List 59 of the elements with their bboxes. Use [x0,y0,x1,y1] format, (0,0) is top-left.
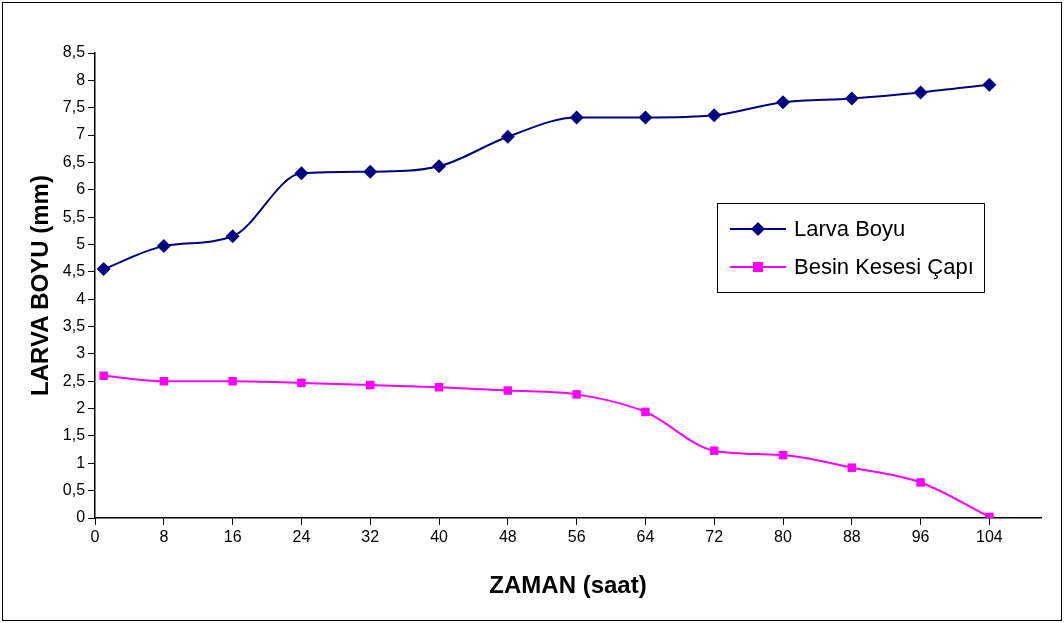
y-tick-label: 1 [76,453,86,471]
point [709,446,719,455]
x-tick-label: 8 [159,528,169,546]
y-tick-label: 7 [76,125,86,143]
point [569,110,584,125]
point [294,166,309,181]
y-tick-label: 0,5 [62,481,86,499]
point [297,378,306,388]
x-tick-label: 56 [567,528,586,546]
point [913,85,928,100]
y-tick-label: 0 [76,508,86,526]
y-tick-label: 5,5 [62,207,86,225]
x-tick-label: 96 [911,528,930,546]
x-tick-label: 24 [292,528,311,546]
legend-label: Larva Boyu [794,216,906,242]
y-tick-label: 4,5 [62,262,86,280]
y-tick-label: 5 [76,234,86,252]
y-axis-title: LARVA BOYU (mm) [26,175,54,396]
y-tick-label: 3,5 [62,316,86,334]
point [847,463,857,472]
y-tick-label: 4 [76,289,86,307]
x-tick-label: 48 [498,528,517,546]
point [638,110,653,125]
y-tick-label: 2,5 [62,371,86,389]
x-tick-label: 88 [842,528,861,546]
x-tick-label: 72 [705,528,724,546]
point [844,91,859,106]
y-tick-label: 6,5 [62,152,86,170]
point [225,229,240,244]
point [156,239,171,254]
x-tick-label: 16 [223,528,242,546]
point [503,386,513,395]
point [776,95,791,110]
point [228,376,237,386]
point [99,371,108,381]
point [982,77,997,92]
x-axis-title: ZAMAN (saat) [489,571,647,599]
x-tick-label: 80 [774,528,793,546]
y-tick-label: 8,5 [62,43,86,61]
point [500,129,515,144]
y-tick-label: 2 [76,398,86,416]
point [641,407,650,417]
point [916,478,925,487]
y-tick-label: 1,5 [62,426,86,444]
x-tick-label: 104 [976,528,1003,546]
point [432,159,447,174]
x-tick-label: 40 [430,528,449,546]
legend-label: Besin Kesesi Çapı [794,254,974,280]
y-tick-label: 7,5 [62,98,86,116]
x-tick-label: 32 [361,528,380,546]
y-tick-label: 3 [76,344,86,362]
point [96,262,111,277]
x-tick-label: 0 [90,528,100,546]
y-tick-label: 6 [76,180,86,198]
y-tick-label: 8 [76,70,86,88]
x-tick-label: 64 [636,528,655,546]
point [363,164,378,179]
point [572,390,581,399]
point [707,108,722,123]
